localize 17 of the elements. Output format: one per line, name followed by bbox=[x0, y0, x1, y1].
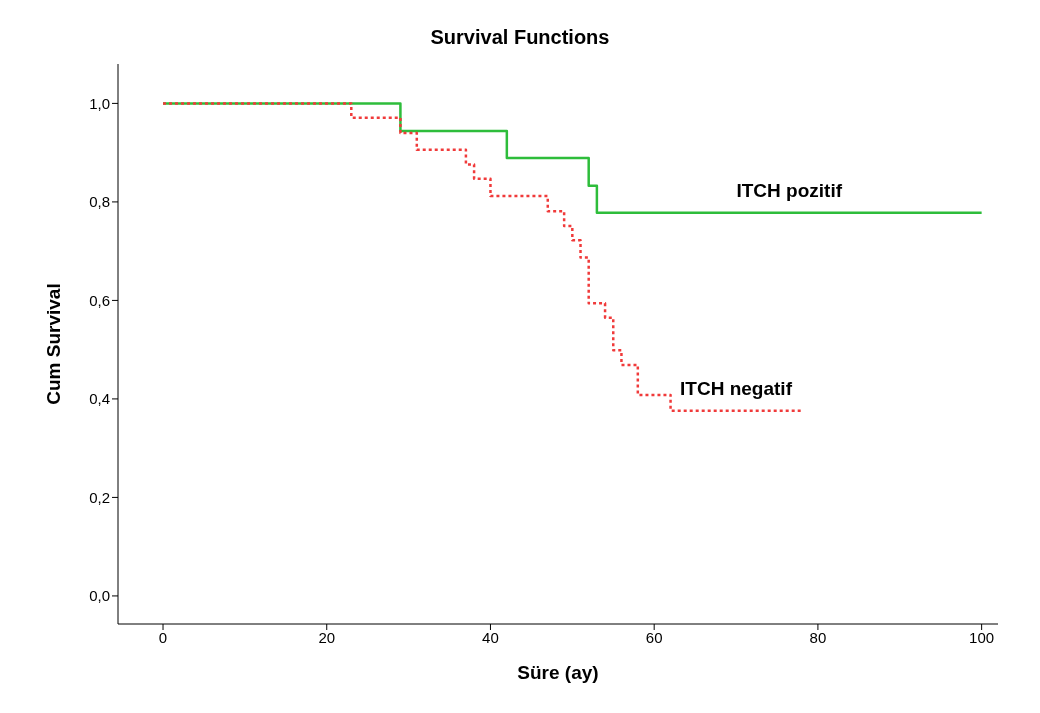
y-tick-label: 0,0 bbox=[89, 587, 110, 605]
series-label: ITCH negatif bbox=[680, 377, 793, 399]
y-tick-label: 0,6 bbox=[89, 291, 110, 309]
x-axis-title: Süre (ay) bbox=[517, 662, 599, 683]
y-tick-label: 0,2 bbox=[89, 488, 110, 506]
x-tick-label: 60 bbox=[645, 628, 663, 646]
x-tick-label: 0 bbox=[158, 628, 168, 646]
y-tick-label: 0,8 bbox=[89, 193, 110, 211]
x-tick-label: 40 bbox=[482, 628, 499, 646]
x-tick-label: 20 bbox=[318, 628, 336, 646]
y-tick-label: 1,0 bbox=[89, 94, 110, 112]
y-tick-label: 0,4 bbox=[89, 390, 110, 408]
y-axis-title: Cum Survival bbox=[42, 283, 64, 405]
series-label: ITCH pozitif bbox=[736, 179, 843, 201]
x-tick-label: 100 bbox=[969, 628, 995, 646]
x-tick-label: 80 bbox=[809, 628, 827, 646]
chart-title: Survival Functions bbox=[429, 25, 611, 50]
